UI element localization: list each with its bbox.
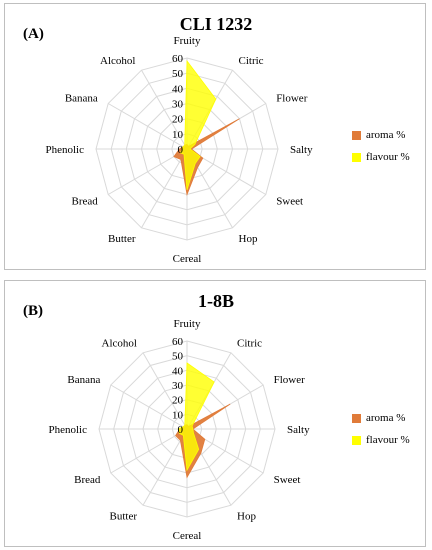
axis-spoke: [107, 103, 188, 150]
category-label: Hop: [237, 511, 256, 523]
category-label: Banana: [67, 374, 100, 386]
axis-spoke: [142, 428, 188, 506]
category-label: Sweet: [274, 474, 301, 486]
category-label: Bread: [72, 196, 99, 208]
category-label: Alcohol: [100, 55, 135, 67]
tick-label: 10: [172, 409, 184, 421]
category-label: Fruity: [174, 35, 201, 47]
axis-spoke: [141, 69, 188, 150]
legend-label-flavour: flavour %: [366, 434, 410, 446]
legend-item-aroma: aroma %: [352, 124, 410, 146]
legend-swatch-aroma: [352, 130, 361, 140]
chart-title: CLI 1232: [179, 14, 253, 34]
category-label: Butter: [108, 233, 136, 245]
chart-panel-a: 0 10 20 30 40 50 60 Fruity Citric Flower Salty Swee…: [4, 3, 426, 270]
category-label: Citric: [237, 337, 262, 349]
radar-chart-b: 0 10 20 30 40 50 60 Fruity Citric Flower Salty Swee…: [49, 318, 311, 542]
category-label: Cereal: [173, 253, 202, 265]
axis-spoke: [110, 428, 188, 474]
axis-spoke: [142, 352, 188, 430]
axis-spoke: [110, 384, 188, 430]
legend-item-aroma: aroma %: [352, 407, 410, 429]
legend-label-flavour: flavour %: [366, 151, 410, 163]
tick-label: 10: [172, 129, 184, 141]
category-label: Phenolic: [49, 424, 88, 436]
category-label: Flower: [274, 374, 306, 386]
category-label: Banana: [65, 93, 98, 105]
category-label: Sweet: [276, 196, 303, 208]
legend-swatch-aroma: [352, 413, 361, 423]
category-label: Phenolic: [46, 144, 85, 156]
category-label: Hop: [239, 233, 258, 245]
tick-label: 20: [172, 114, 184, 126]
tick-label: 0: [178, 144, 184, 156]
radar-chart-a: 0 10 20 30 40 50 60 Fruity Citric Flower Salty Swee…: [46, 35, 314, 265]
legend-label-aroma: aroma %: [366, 412, 406, 424]
tick-label: 50: [172, 351, 184, 363]
tick-label: 60: [172, 53, 184, 65]
axis-spoke: [141, 148, 188, 229]
legend: aroma % flavour %: [352, 407, 410, 451]
panel-label: (B): [23, 303, 43, 319]
panel-label: (A): [23, 26, 44, 42]
tick-label: 60: [172, 336, 184, 348]
chart-panel-b: 0 10 20 30 40 50 60 Fruity Citric Flower Salty Swee…: [4, 280, 426, 547]
tick-label: 20: [172, 395, 184, 407]
legend-item-flavour: flavour %: [352, 146, 410, 168]
tick-label: 30: [172, 380, 184, 392]
category-label: Alcohol: [102, 337, 137, 349]
tick-label: 30: [172, 99, 184, 111]
tick-label: 40: [172, 83, 184, 95]
legend-item-flavour: flavour %: [352, 429, 410, 451]
category-label: Fruity: [174, 318, 201, 330]
category-label: Butter: [110, 511, 138, 523]
tick-label: 0: [178, 424, 184, 436]
series-area-flavour: [177, 362, 215, 472]
legend-swatch-flavour: [352, 435, 361, 445]
category-label: Salty: [290, 144, 313, 156]
legend-swatch-flavour: [352, 152, 361, 162]
tick-label: 50: [172, 68, 184, 80]
category-label: Flower: [276, 93, 308, 105]
legend: aroma % flavour %: [352, 124, 410, 168]
category-label: Citric: [239, 55, 264, 67]
tick-label: 40: [172, 365, 184, 377]
legend-label-aroma: aroma %: [366, 129, 406, 141]
chart-title: 1-8B: [198, 291, 234, 311]
category-label: Bread: [74, 474, 101, 486]
category-label: Salty: [287, 424, 310, 436]
series-area-flavour: [179, 59, 217, 191]
category-label: Cereal: [173, 530, 202, 542]
